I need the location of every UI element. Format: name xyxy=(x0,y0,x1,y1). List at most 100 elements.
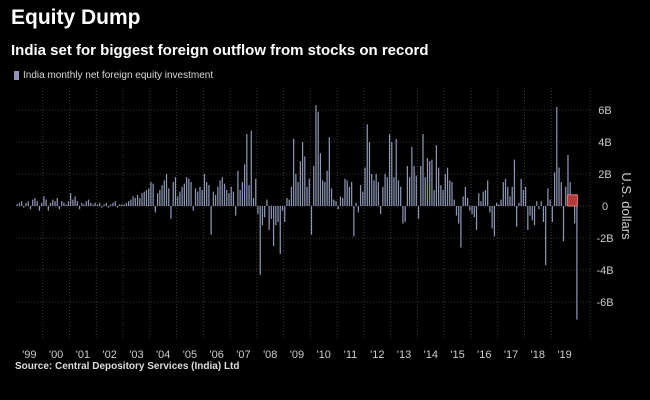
bar xyxy=(290,186,293,206)
bar xyxy=(295,174,297,206)
bar xyxy=(212,191,214,206)
bar xyxy=(174,177,177,206)
y-tick-label: 6B xyxy=(598,105,611,117)
bar xyxy=(502,182,504,206)
bar xyxy=(148,188,150,206)
bar xyxy=(384,174,386,206)
bar xyxy=(197,191,199,206)
bar xyxy=(228,193,230,206)
bar xyxy=(56,198,58,206)
bar xyxy=(313,166,315,206)
x-tick-label: '11 xyxy=(344,349,358,361)
bar xyxy=(489,206,491,213)
bar xyxy=(558,167,560,206)
bar xyxy=(96,204,99,206)
bar xyxy=(65,204,67,206)
bar xyxy=(259,206,261,275)
bar xyxy=(270,206,272,219)
bar xyxy=(464,186,466,206)
bar xyxy=(310,206,313,235)
bar xyxy=(513,159,516,206)
y-tick-label: 2B xyxy=(598,169,611,181)
bar xyxy=(402,206,404,224)
bar xyxy=(442,190,444,206)
x-axis-ticks: '99 '00 '01 '02 '03 '04 '05 '06 '07 '08 '09 '10 '11 '… xyxy=(22,349,572,361)
bar xyxy=(371,174,373,206)
bar xyxy=(288,199,290,206)
bar xyxy=(391,142,393,206)
bar xyxy=(536,201,538,206)
bar xyxy=(431,159,433,206)
bar xyxy=(357,206,359,213)
bar xyxy=(462,196,464,206)
bar xyxy=(466,198,469,206)
x-tick-label: '08 xyxy=(263,349,277,361)
y-axis-ticks: 6B 4B 2B 0 -2B -4B -6B xyxy=(596,105,613,309)
chart-subtitle: India set for biggest foreign outflow fr… xyxy=(11,42,429,59)
bar xyxy=(386,177,388,206)
bar xyxy=(239,190,241,206)
bar xyxy=(29,206,32,210)
y-axis-label: U.S. dollars xyxy=(619,172,634,240)
bar xyxy=(94,202,96,206)
bar xyxy=(335,201,337,206)
bar xyxy=(18,202,20,206)
bar xyxy=(451,182,453,206)
bar xyxy=(99,202,101,206)
bar xyxy=(185,177,188,206)
y-tick-label: -6B xyxy=(596,297,613,309)
bar xyxy=(529,206,531,216)
bar xyxy=(47,206,49,211)
bar xyxy=(85,201,87,206)
bar-highlight xyxy=(566,194,578,207)
bar xyxy=(562,206,565,242)
bar xyxy=(404,206,406,222)
bar xyxy=(20,201,23,206)
bar xyxy=(569,182,571,206)
bar xyxy=(190,182,192,206)
bar xyxy=(284,206,286,222)
bar xyxy=(101,206,103,208)
bar xyxy=(210,206,212,235)
bar xyxy=(172,182,174,206)
bar xyxy=(339,196,342,206)
bar xyxy=(32,199,34,206)
bar xyxy=(500,199,502,206)
bar xyxy=(266,199,268,206)
bar xyxy=(453,199,455,206)
bar xyxy=(520,178,522,206)
bar xyxy=(206,182,208,206)
bar xyxy=(306,186,308,206)
bar xyxy=(567,154,569,206)
bar xyxy=(373,180,375,206)
bar xyxy=(119,204,121,206)
bar xyxy=(507,186,509,206)
bar xyxy=(549,199,551,206)
bar xyxy=(114,201,116,206)
bar xyxy=(110,204,112,206)
bar xyxy=(70,193,72,206)
bar xyxy=(293,138,295,206)
bar xyxy=(268,206,270,230)
bar xyxy=(475,206,478,230)
bar xyxy=(246,134,248,206)
bar xyxy=(455,206,458,216)
bar xyxy=(192,206,194,211)
x-tick-label: '10 xyxy=(317,349,331,361)
bar xyxy=(181,186,183,206)
bar xyxy=(429,161,431,206)
bar xyxy=(426,158,429,206)
x-tick-label: '12 xyxy=(370,349,384,361)
bar xyxy=(422,134,424,206)
bar xyxy=(487,180,489,206)
bar xyxy=(199,186,201,206)
x-tick-label: '14 xyxy=(424,349,438,361)
bar xyxy=(157,193,159,206)
legend-swatch xyxy=(14,71,19,80)
bar xyxy=(440,185,442,206)
bar xyxy=(299,161,301,206)
bar xyxy=(203,174,206,206)
bar xyxy=(388,134,391,206)
bar xyxy=(471,206,473,214)
bar xyxy=(152,183,154,206)
